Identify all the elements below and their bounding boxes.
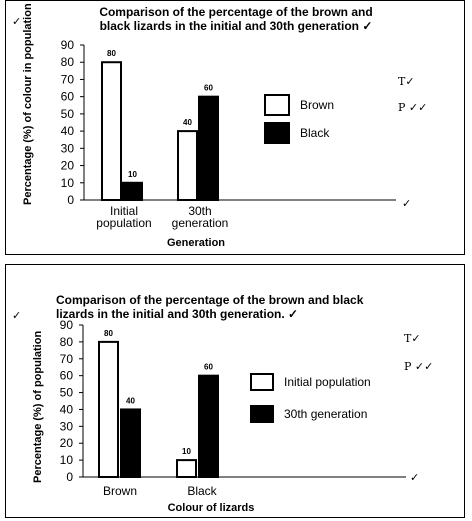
- tick-mark-title: T✓: [398, 75, 415, 88]
- chart-title-text: Comparison of the percentage of the brow…: [56, 293, 364, 321]
- tick-mark-corner: ✓: [12, 309, 22, 322]
- y-tick-label: 10: [60, 453, 74, 467]
- tick-mark-title: T✓: [404, 332, 421, 345]
- y-tick-label: 0: [67, 193, 74, 207]
- legend-label: Brown: [300, 98, 335, 112]
- legend-swatch: [250, 373, 274, 391]
- bar-black: [120, 408, 141, 478]
- y-tick-label: 90: [60, 318, 74, 332]
- y-tick-label: 10: [61, 176, 75, 190]
- bar-white: [98, 340, 119, 478]
- data-label: 40: [183, 118, 192, 127]
- legend-label: 30th generation: [284, 407, 368, 421]
- x-tick-label: Black: [187, 484, 217, 498]
- y-tick-label: 90: [61, 38, 75, 52]
- bar-black: [198, 374, 219, 478]
- data-label: 60: [204, 84, 213, 93]
- y-tick-label: 80: [60, 335, 74, 349]
- legend-item-brown: Brown: [264, 94, 334, 116]
- tick-mark-axis: ✓: [410, 471, 420, 484]
- x-tick-label: 30th: [188, 204, 211, 218]
- tick-mark-axis: ✓: [402, 197, 412, 210]
- y-tick-label: 80: [61, 55, 75, 69]
- chart-panel-2: ✓ Comparison of the percentage of the br…: [5, 264, 465, 518]
- chart-title-text: Comparison of the percentage of the brow…: [99, 5, 373, 33]
- y-tick-label: 60: [61, 90, 75, 104]
- y-tick-label: 20: [60, 436, 74, 450]
- legend-item-30th: 30th generation: [250, 405, 367, 423]
- data-label: 40: [126, 396, 135, 405]
- y-tick-label: 70: [61, 72, 75, 86]
- x-axis-label: Generation: [166, 237, 226, 249]
- legend-swatch: [250, 405, 274, 423]
- y-tick-label: 50: [60, 386, 74, 400]
- bar-white: [177, 130, 198, 201]
- y-tick-label: 20: [61, 159, 75, 173]
- y-tick-label: 0: [66, 470, 73, 484]
- data-label: 10: [182, 447, 191, 456]
- tick-mark-plot: P ✓✓: [404, 360, 434, 373]
- tick-mark-corner: ✓: [12, 15, 22, 28]
- legend-item-initial: Initial population: [250, 373, 371, 391]
- legend-item-black: Black: [264, 122, 329, 144]
- chart-title: Comparison of the percentage of the brow…: [56, 293, 386, 321]
- chart-title: Comparison of the percentage of the brow…: [86, 5, 386, 33]
- data-label: 80: [107, 49, 116, 58]
- bar-black: [122, 181, 143, 201]
- y-tick-label: 70: [60, 352, 74, 366]
- tick-mark-plot: P ✓✓: [398, 101, 428, 114]
- bar-chart-2: 0 10 20 30 40 50 60 70 80 90 80 40 Brown 10 60 Black: [60, 318, 406, 498]
- bar-black: [198, 95, 219, 201]
- data-label: 80: [104, 329, 113, 338]
- tick-mark: ✓: [288, 307, 299, 321]
- data-label: 60: [204, 363, 213, 372]
- x-tick-label: Brown: [103, 484, 137, 498]
- x-tick-label: Initial: [110, 204, 138, 218]
- bar-white: [176, 459, 197, 479]
- legend-swatch: [264, 122, 290, 144]
- tick-mark: ✓: [362, 19, 373, 33]
- x-tick-label: generation: [172, 216, 229, 230]
- y-tick-label: 30: [61, 141, 75, 155]
- y-tick-label: 50: [61, 107, 75, 121]
- legend-label: Black: [300, 126, 330, 140]
- y-tick-label: 30: [60, 419, 74, 433]
- chart-panel-1: ✓ Comparison of the percentage of the br…: [5, 0, 465, 255]
- data-label: 10: [128, 170, 137, 179]
- legend-label: Initial population: [284, 375, 371, 389]
- y-tick-label: 40: [61, 124, 75, 138]
- legend-swatch: [264, 94, 290, 116]
- bar-chart-1: 0 10 20 30 40 50 60 70 80 90 80 10 Initialpopulation…: [61, 38, 396, 230]
- x-tick-label: population: [96, 216, 151, 230]
- x-axis-label: Colour of lizards: [167, 502, 255, 514]
- y-tick-label: 40: [60, 402, 74, 416]
- bar-white: [101, 61, 122, 201]
- y-tick-label: 60: [60, 369, 74, 383]
